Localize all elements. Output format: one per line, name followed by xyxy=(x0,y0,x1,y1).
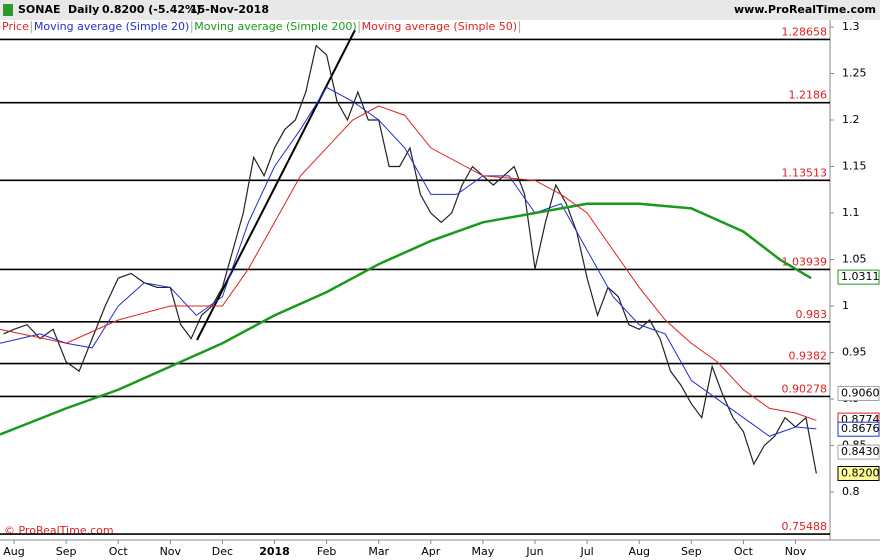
x-tick-label: Jun xyxy=(525,545,543,558)
x-tick-label: Sep xyxy=(681,545,702,558)
y-tick-label: 1.3 xyxy=(842,20,860,33)
x-tick-label: Mar xyxy=(368,545,389,558)
series-line xyxy=(3,44,817,474)
x-tick-label: Nov xyxy=(160,545,182,558)
x-tick-label: Aug xyxy=(628,545,649,558)
x-tick-label: Apr xyxy=(421,545,441,558)
legend-divider xyxy=(358,21,360,33)
site: www.ProRealTime.com xyxy=(734,3,876,16)
x-tick-label: Dec xyxy=(212,545,233,558)
x-tick-label: Oct xyxy=(109,545,129,558)
x-tick-label: Aug xyxy=(3,545,24,558)
level-label: 0.75488 xyxy=(782,520,828,533)
quote: 0.8200 (-5.42%) xyxy=(102,3,201,16)
level-label: 1.13513 xyxy=(782,166,828,179)
y-tick-label: 1.1 xyxy=(842,206,860,219)
series-line xyxy=(0,202,812,436)
x-tick-label: Sep xyxy=(56,545,77,558)
price-label: 0.9060 xyxy=(841,386,880,399)
legend-entry: Moving average (Simple 50) xyxy=(362,20,517,33)
legend-entry: Moving average (Simple 20) xyxy=(34,20,189,33)
x-tick-label: 2018 xyxy=(259,545,290,558)
footer: © ProRealTime.com xyxy=(4,524,114,537)
legend-entry: Price xyxy=(2,20,29,33)
x-tick-label: Feb xyxy=(317,545,336,558)
price-label-box xyxy=(837,444,880,460)
y-tick-label: 1.2 xyxy=(842,113,860,126)
level-label: 1.28658 xyxy=(782,25,828,38)
legend-entry: Moving average (Simple 200) xyxy=(194,20,356,33)
period: Daily xyxy=(68,3,99,16)
price-label: 1.0311 xyxy=(841,270,880,283)
y-tick-label: 0.95 xyxy=(842,346,867,359)
price-label-box xyxy=(837,385,880,401)
legend-divider xyxy=(191,21,193,33)
price-label: 0.8430 xyxy=(841,445,880,458)
level-label: 1.2186 xyxy=(789,89,828,102)
x-tick-label: Oct xyxy=(734,545,754,558)
trend-line xyxy=(196,29,356,341)
price-label-box xyxy=(837,465,880,481)
legend-divider xyxy=(519,21,521,33)
date: 15-Nov-2018 xyxy=(190,3,269,16)
y-tick-label: 1.15 xyxy=(842,160,867,173)
level-label: 0.983 xyxy=(796,308,828,321)
level-label: 1.03939 xyxy=(782,255,828,268)
price-label: 0.8676 xyxy=(841,422,880,435)
y-tick-label: 1.05 xyxy=(842,253,867,266)
header-bar xyxy=(0,0,880,20)
price-label-box xyxy=(837,269,880,285)
ticker: SONAE xyxy=(18,3,61,16)
price-label: 0.8200 xyxy=(841,466,880,479)
chart-icon xyxy=(3,4,13,16)
y-tick-label: 1 xyxy=(842,299,849,312)
x-tick-label: May xyxy=(472,545,495,558)
x-tick-label: Jul xyxy=(579,545,593,558)
level-label: 0.9382 xyxy=(789,350,828,363)
series-line xyxy=(0,86,817,437)
level-label: 0.90278 xyxy=(782,382,828,395)
price-label-box xyxy=(837,421,880,437)
legend-divider xyxy=(30,21,32,33)
y-tick-label: 1.25 xyxy=(842,66,867,79)
series-line xyxy=(0,105,817,421)
x-tick-label: Nov xyxy=(785,545,807,558)
y-tick-label: 0.8 xyxy=(842,485,860,498)
